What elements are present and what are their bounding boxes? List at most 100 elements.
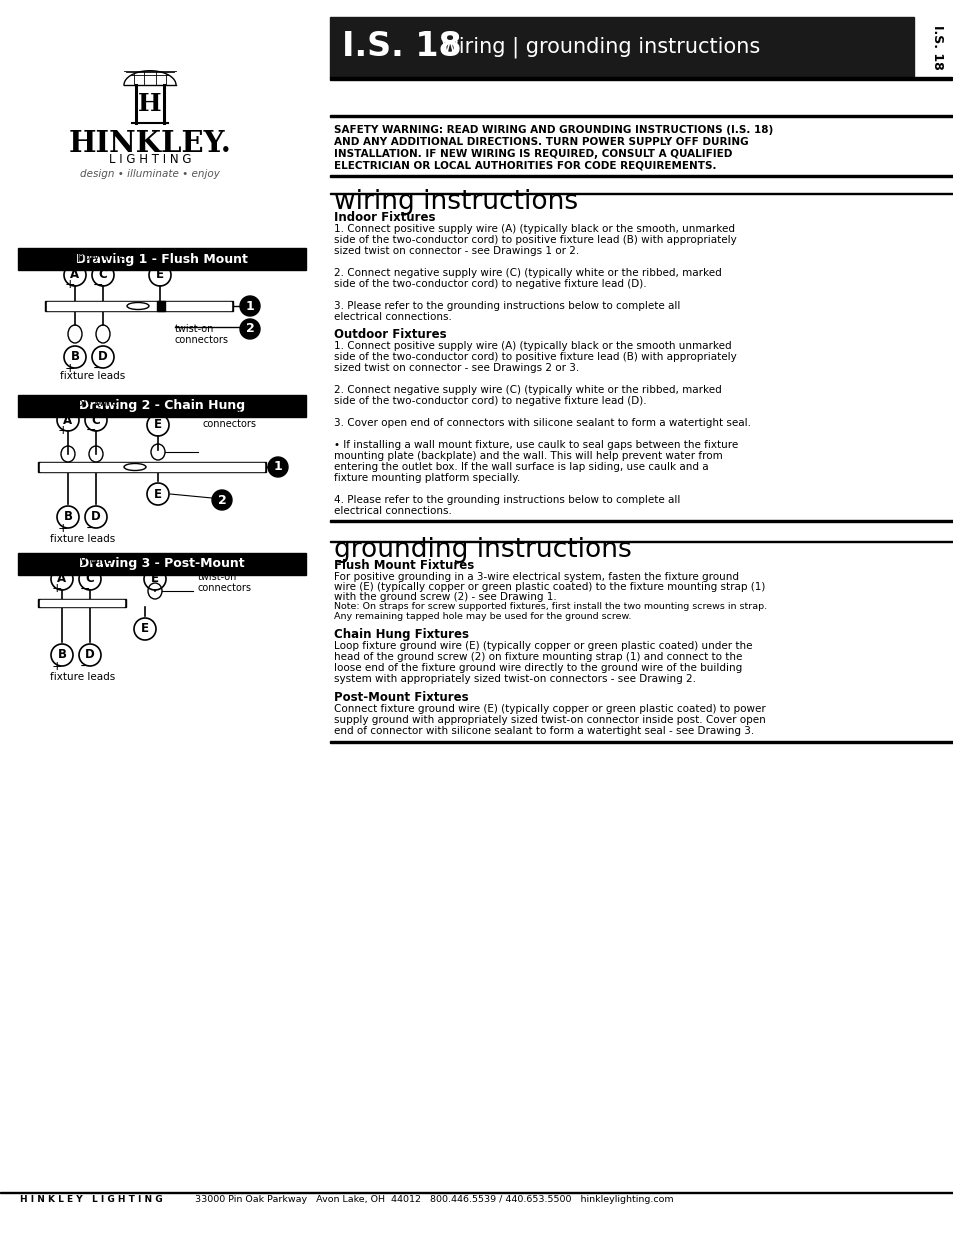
Text: +: + bbox=[51, 659, 62, 673]
Text: Drawing 2 - Chain Hung: Drawing 2 - Chain Hung bbox=[79, 399, 245, 412]
Text: 3. Please refer to the grounding instructions below to complete all: 3. Please refer to the grounding instruc… bbox=[334, 301, 679, 311]
Bar bbox=[38, 462, 266, 472]
Text: 1: 1 bbox=[274, 461, 282, 473]
Text: connectors: connectors bbox=[203, 419, 256, 429]
Text: supply wire: supply wire bbox=[52, 556, 112, 566]
Text: twist-on: twist-on bbox=[174, 324, 214, 333]
Circle shape bbox=[240, 296, 260, 316]
Text: +: + bbox=[65, 362, 75, 374]
Text: sized twist on connector - see Drawings 2 or 3.: sized twist on connector - see Drawings … bbox=[334, 363, 578, 373]
Text: B: B bbox=[64, 510, 72, 524]
Text: A: A bbox=[71, 268, 79, 282]
Bar bbox=[330, 175, 953, 177]
Text: H: H bbox=[138, 91, 162, 116]
Text: twist-on: twist-on bbox=[203, 408, 242, 417]
Text: Note: On straps for screw supported fixtures, first install the two mounting scr: Note: On straps for screw supported fixt… bbox=[334, 601, 766, 611]
Text: Any remaining tapped hole may be used for the ground screw.: Any remaining tapped hole may be used fo… bbox=[334, 613, 631, 621]
Text: 1: 1 bbox=[245, 300, 254, 312]
Text: wiring instructions: wiring instructions bbox=[334, 189, 578, 215]
Text: supply wire: supply wire bbox=[65, 252, 125, 262]
Bar bbox=[157, 301, 165, 311]
Text: fixture leads: fixture leads bbox=[50, 672, 115, 682]
Text: −: − bbox=[92, 362, 103, 374]
Text: Loop fixture ground wire (E) (typically copper or green plastic coated) under th: Loop fixture ground wire (E) (typically … bbox=[334, 641, 752, 651]
Text: INSTALLATION. IF NEW WIRING IS REQUIRED, CONSULT A QUALIFIED: INSTALLATION. IF NEW WIRING IS REQUIRED,… bbox=[334, 149, 732, 159]
Text: • If installing a wall mount fixture, use caulk to seal gaps between the fixture: • If installing a wall mount fixture, us… bbox=[334, 440, 738, 450]
Text: −: − bbox=[80, 583, 91, 595]
Text: loose end of the fixture ground wire directly to the ground wire of the building: loose end of the fixture ground wire dir… bbox=[334, 663, 741, 673]
Bar bbox=[330, 17, 913, 77]
Text: E: E bbox=[151, 573, 159, 585]
Text: entering the outlet box. If the wall surface is lap siding, use caulk and a: entering the outlet box. If the wall sur… bbox=[334, 462, 708, 472]
Text: C: C bbox=[86, 573, 94, 585]
Text: E: E bbox=[156, 268, 164, 282]
Text: Flush Mount Fixtures: Flush Mount Fixtures bbox=[334, 559, 474, 572]
Text: Connect fixture ground wire (E) (typically copper or green plastic coated) to po: Connect fixture ground wire (E) (typical… bbox=[334, 704, 765, 714]
Text: side of the two-conductor cord) to positive fixture lead (B) with appropriately: side of the two-conductor cord) to posit… bbox=[334, 235, 736, 245]
Text: electrical connections.: electrical connections. bbox=[334, 506, 452, 516]
Text: side of the two-conductor cord) to negative fixture lead (D).: side of the two-conductor cord) to negat… bbox=[334, 396, 646, 406]
Text: grounding instructions: grounding instructions bbox=[334, 537, 631, 563]
Text: head of the ground screw (2) on fixture mounting strap (1) and connect to the: head of the ground screw (2) on fixture … bbox=[334, 652, 741, 662]
Text: D: D bbox=[98, 351, 108, 363]
Bar bbox=[40, 600, 124, 606]
Text: A: A bbox=[63, 414, 72, 426]
Text: fixture leads: fixture leads bbox=[50, 534, 115, 543]
Text: connectors: connectors bbox=[174, 335, 229, 345]
Text: 2. Connect negative supply wire (C) (typically white or the ribbed, marked: 2. Connect negative supply wire (C) (typ… bbox=[334, 385, 721, 395]
Text: ELECTRICIAN OR LOCAL AUTHORITIES FOR CODE REQUIREMENTS.: ELECTRICIAN OR LOCAL AUTHORITIES FOR COD… bbox=[334, 161, 716, 170]
Text: 1. Connect positive supply wire (A) (typically black or the smooth, unmarked: 1. Connect positive supply wire (A) (typ… bbox=[334, 224, 734, 233]
Bar bbox=[330, 115, 953, 117]
Text: AND ANY ADDITIONAL DIRECTIONS. TURN POWER SUPPLY OFF DURING: AND ANY ADDITIONAL DIRECTIONS. TURN POWE… bbox=[334, 137, 748, 147]
Bar bbox=[38, 599, 126, 606]
Bar bbox=[330, 520, 953, 522]
Text: electrical connections.: electrical connections. bbox=[334, 312, 452, 322]
Circle shape bbox=[212, 490, 232, 510]
Text: mounting plate (backplate) and the wall. This will help prevent water from: mounting plate (backplate) and the wall.… bbox=[334, 451, 722, 461]
Text: supply ground with appropriately sized twist-on connector inside post. Cover ope: supply ground with appropriately sized t… bbox=[334, 715, 765, 725]
Circle shape bbox=[240, 319, 260, 338]
Text: −: − bbox=[92, 279, 103, 291]
Bar bbox=[18, 553, 306, 576]
Bar bbox=[18, 248, 306, 270]
Text: +: + bbox=[57, 521, 69, 535]
Text: 1. Connect positive supply wire (A) (typically black or the smooth unmarked: 1. Connect positive supply wire (A) (typ… bbox=[334, 341, 731, 351]
Text: system with appropriately sized twist-on connectors - see Drawing 2.: system with appropriately sized twist-on… bbox=[334, 674, 696, 684]
Text: B: B bbox=[57, 648, 67, 662]
Text: E: E bbox=[141, 622, 149, 636]
Bar bbox=[45, 301, 233, 311]
Text: 2. Connect negative supply wire (C) (typically white or the ribbed, marked: 2. Connect negative supply wire (C) (typ… bbox=[334, 268, 721, 278]
Text: Drawing 1 - Flush Mount: Drawing 1 - Flush Mount bbox=[76, 252, 248, 266]
Text: L I G H T I N G: L I G H T I N G bbox=[109, 153, 191, 165]
Text: fixture mounting platform specially.: fixture mounting platform specially. bbox=[334, 473, 519, 483]
Text: wire (E) (typically copper or green plastic coated) to the fixture mounting stra: wire (E) (typically copper or green plas… bbox=[334, 582, 764, 592]
Text: A: A bbox=[57, 573, 67, 585]
Text: Post-Mount Fixtures: Post-Mount Fixtures bbox=[334, 692, 468, 704]
Text: −: − bbox=[86, 521, 96, 535]
Bar bbox=[330, 541, 953, 542]
Text: D: D bbox=[85, 648, 94, 662]
Text: I.S. 18: I.S. 18 bbox=[341, 31, 461, 63]
Text: Chain Hung Fixtures: Chain Hung Fixtures bbox=[334, 629, 469, 641]
Text: side of the two-conductor cord) to positive fixture lead (B) with appropriately: side of the two-conductor cord) to posit… bbox=[334, 352, 736, 362]
Text: sized twist on connector - see Drawings 1 or 2.: sized twist on connector - see Drawings … bbox=[334, 246, 578, 256]
Text: with the ground screw (2) - see Drawing 1.: with the ground screw (2) - see Drawing … bbox=[334, 592, 557, 601]
Text: C: C bbox=[91, 414, 100, 426]
Text: twist-on: twist-on bbox=[198, 572, 237, 582]
Text: −: − bbox=[80, 659, 91, 673]
Text: SAFETY WARNING: READ WIRING AND GROUNDING INSTRUCTIONS (I.S. 18): SAFETY WARNING: READ WIRING AND GROUNDIN… bbox=[334, 125, 773, 135]
Text: end of connector with silicone sealant to form a watertight seal - see Drawing 3: end of connector with silicone sealant t… bbox=[334, 726, 754, 736]
Text: H I N K L E Y   L I G H T I N G: H I N K L E Y L I G H T I N G bbox=[20, 1195, 162, 1204]
Text: 33000 Pin Oak Parkway   Avon Lake, OH  44012   800.446.5539 / 440.653.5500   hin: 33000 Pin Oak Parkway Avon Lake, OH 4401… bbox=[194, 1195, 673, 1204]
Bar bbox=[330, 193, 953, 194]
Text: +: + bbox=[51, 583, 62, 595]
Bar bbox=[47, 303, 231, 310]
Text: −: − bbox=[86, 424, 96, 436]
Text: wiring | grounding instructions: wiring | grounding instructions bbox=[435, 36, 760, 58]
Text: HINKLEY.: HINKLEY. bbox=[69, 128, 232, 158]
Text: design • illuminate • enjoy: design • illuminate • enjoy bbox=[80, 169, 220, 179]
Text: Outdoor Fixtures: Outdoor Fixtures bbox=[334, 329, 446, 341]
Circle shape bbox=[268, 457, 288, 477]
Text: fixture leads: fixture leads bbox=[60, 370, 125, 382]
Text: 4. Please refer to the grounding instructions below to complete all: 4. Please refer to the grounding instruc… bbox=[334, 495, 679, 505]
